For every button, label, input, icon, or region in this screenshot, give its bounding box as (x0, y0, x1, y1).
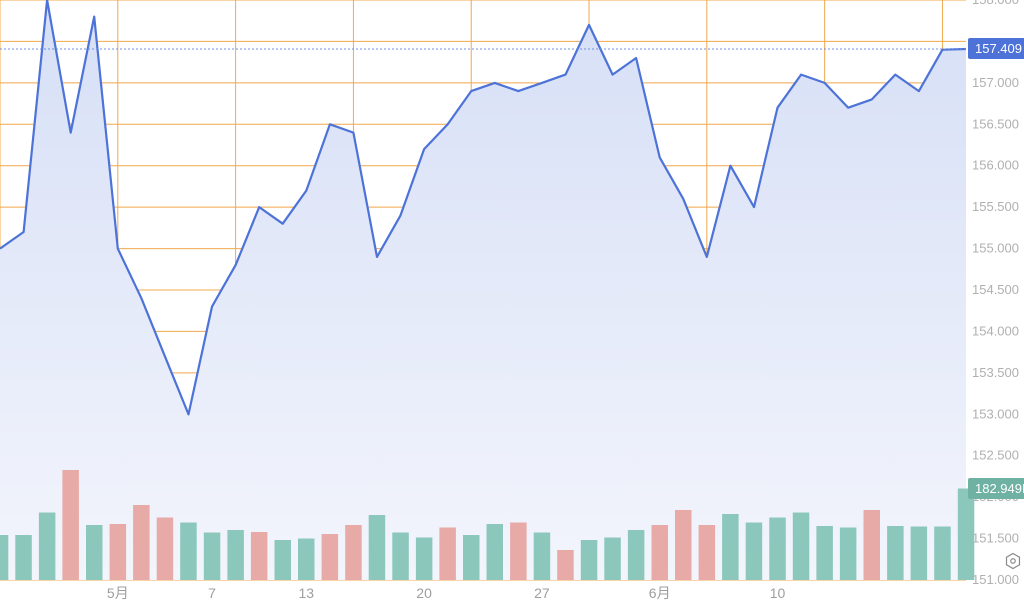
volume-bar (204, 533, 221, 581)
volume-bar (369, 515, 386, 580)
volume-bar (275, 540, 292, 580)
volume-bar (463, 535, 480, 580)
volume-bar (628, 530, 645, 580)
volume-bar (322, 534, 339, 580)
y-tick-label: 157.000 (972, 75, 1019, 90)
y-tick-label: 153.000 (972, 406, 1019, 421)
chart-canvas[interactable]: 151.000151.500152.000152.500153.000153.5… (0, 0, 1024, 608)
current-volume-value: 182.949K (975, 481, 1024, 496)
y-tick-label: 152.500 (972, 448, 1019, 463)
volume-bar (652, 525, 669, 580)
volume-bar (722, 514, 739, 580)
y-axis-labels: 151.000151.500152.000152.500153.000153.5… (972, 0, 1019, 587)
y-tick-label: 153.500 (972, 365, 1019, 380)
volume-bar (864, 510, 881, 580)
x-tick-label: 10 (770, 585, 786, 601)
x-tick-label: 27 (534, 585, 550, 601)
volume-bar (180, 523, 197, 581)
volume-bar (133, 505, 150, 580)
volume-bar (0, 535, 8, 580)
volume-bar (345, 525, 362, 580)
x-axis-labels: 5月 7 13 20 27 6月 10 (107, 585, 786, 601)
y-tick-label: 154.500 (972, 282, 1019, 297)
volume-bar (416, 538, 433, 581)
volume-bar (62, 470, 79, 580)
volume-bar (604, 538, 621, 581)
volume-bar (581, 540, 598, 580)
y-tick-label: 151.500 (972, 531, 1019, 546)
volume-bar (251, 532, 268, 580)
volume-bar (110, 524, 127, 580)
volume-bar (487, 524, 504, 580)
y-tick-label: 158.000 (972, 0, 1019, 7)
y-tick-label: 155.000 (972, 241, 1019, 256)
volume-bar (769, 518, 786, 581)
volume-bar (439, 528, 456, 581)
volume-bar (298, 539, 315, 581)
y-tick-label: 154.000 (972, 323, 1019, 338)
current-volume-badge: 182.949K (968, 478, 1024, 499)
volume-bar (911, 527, 928, 581)
chart-settings-button[interactable] (1002, 550, 1024, 572)
volume-bar (793, 513, 810, 581)
volume-bar (510, 523, 526, 581)
volume-bar (534, 533, 551, 581)
volume-bar (840, 528, 857, 581)
x-tick-label: 5月 (107, 585, 129, 601)
price-volume-chart[interactable]: 151.000151.500152.000152.500153.000153.5… (0, 0, 1024, 608)
y-tick-label: 156.000 (972, 158, 1019, 173)
volume-bar (816, 526, 833, 580)
x-tick-label: 20 (416, 585, 432, 601)
current-price-value: 157.409 (975, 41, 1022, 56)
gear-icon (1004, 552, 1022, 570)
volume-bar (15, 535, 32, 580)
volume-bar (675, 510, 692, 580)
x-tick-label: 7 (208, 585, 216, 601)
volume-bar (934, 527, 951, 581)
volume-bar (227, 530, 244, 580)
volume-bar (699, 525, 716, 580)
y-tick-label: 151.000 (972, 572, 1019, 587)
volume-bar (557, 550, 574, 580)
current-price-badge: 157.409 (968, 38, 1024, 59)
y-tick-label: 156.500 (972, 116, 1019, 131)
y-tick-label: 155.500 (972, 199, 1019, 214)
volume-bar (157, 518, 174, 581)
x-tick-label: 6月 (649, 585, 671, 601)
volume-bar (746, 523, 763, 581)
volume-bar (887, 526, 904, 580)
volume-bar (392, 533, 409, 581)
x-tick-label: 13 (299, 585, 315, 601)
volume-bar (86, 525, 103, 580)
volume-bar (39, 513, 56, 581)
